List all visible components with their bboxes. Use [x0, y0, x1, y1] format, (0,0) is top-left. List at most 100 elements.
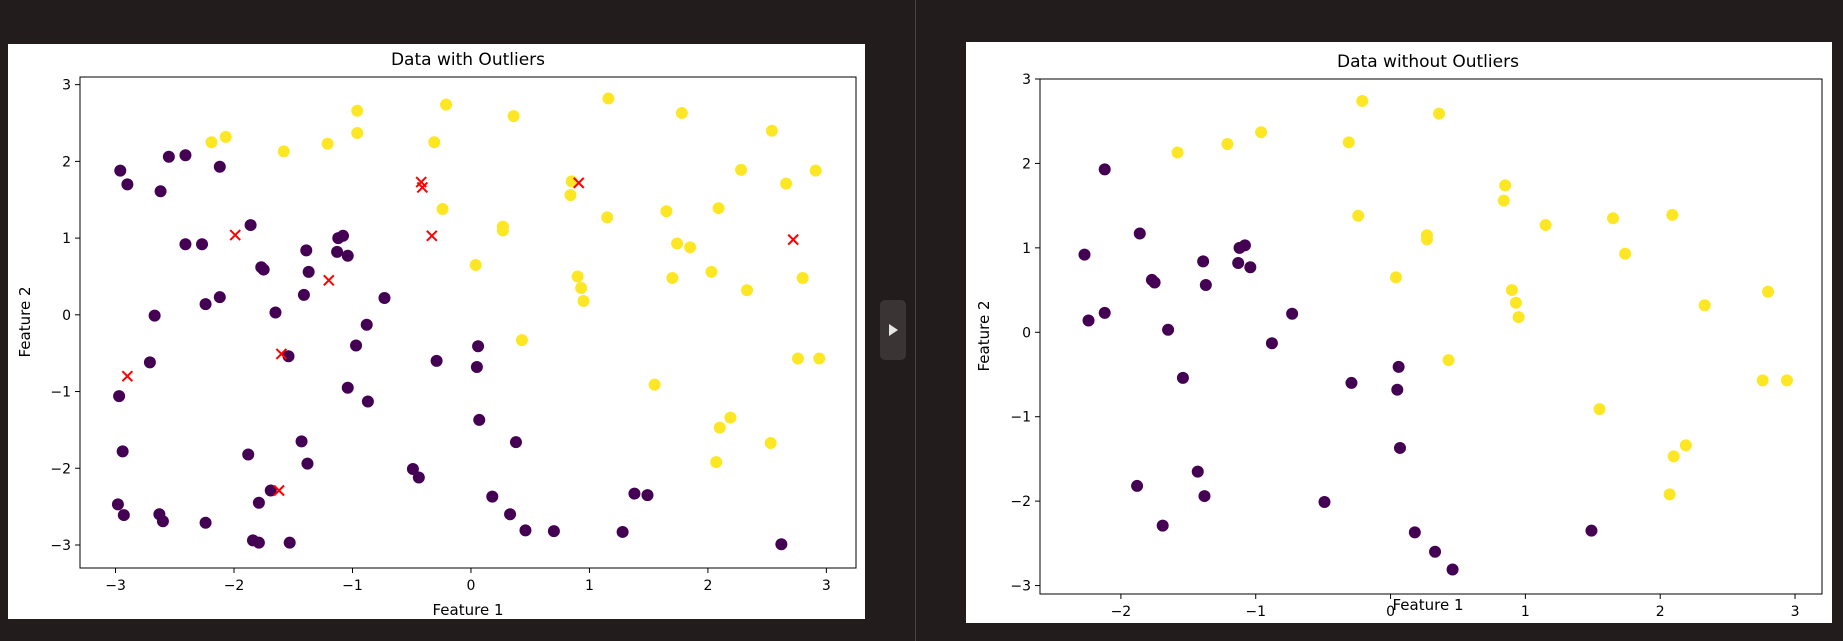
data-point-class-0 [302, 265, 315, 278]
data-point-class-0 [121, 178, 134, 191]
y-tick-label: 1 [62, 231, 71, 247]
data-point-class-1 [351, 127, 364, 140]
x-tick-label: 0 [467, 578, 476, 594]
data-point-class-0 [775, 538, 788, 551]
data-point-class-1 [1663, 488, 1676, 501]
data-point-class-0 [628, 487, 641, 500]
data-point-class-1 [1499, 179, 1512, 192]
data-point-class-1 [564, 189, 577, 202]
data-point-class-1 [1433, 107, 1446, 120]
data-point-class-0 [196, 238, 209, 251]
data-point-class-1 [1342, 136, 1355, 149]
data-point-class-1 [1420, 233, 1433, 246]
data-point-class-0 [1408, 526, 1421, 539]
data-point-class-1 [1442, 354, 1455, 367]
data-point-class-1 [428, 136, 441, 149]
data-point-class-1 [724, 411, 737, 424]
chart-without-outliers-svg: Data without Outliers Feature 1 Feature … [975, 52, 1823, 620]
data-point-class-0 [143, 356, 156, 369]
data-point-class-0 [113, 390, 126, 403]
data-point-class-0 [470, 360, 483, 373]
data-point-class-1 [705, 265, 718, 278]
y-tick-label: 3 [62, 78, 71, 94]
data-point-class-0 [154, 185, 167, 198]
left-output-pane: Data with Outliers Feature 1 Feature 2 −… [0, 0, 915, 641]
y-tick-label: −1 [1010, 410, 1031, 426]
y-tick-label: −2 [50, 461, 71, 477]
x-tick-label: 1 [585, 578, 594, 594]
data-point-class-0 [378, 291, 391, 304]
data-point-class-0 [1391, 383, 1404, 396]
data-point-class-0 [616, 525, 629, 538]
data-point-class-0 [519, 524, 532, 537]
data-point-class-0 [301, 457, 314, 470]
data-point-class-0 [1446, 563, 1459, 576]
outlier-marker [275, 348, 288, 360]
data-point-class-1 [780, 177, 793, 190]
data-point-class-1 [1666, 208, 1679, 221]
data-point-class-1 [440, 98, 453, 111]
data-point-class-1 [575, 281, 588, 294]
data-point-class-0 [199, 516, 212, 529]
data-point-class-0 [1286, 307, 1299, 320]
data-point-class-0 [1131, 479, 1144, 492]
data-point-class-1 [1221, 138, 1234, 151]
data-point-class-0 [504, 508, 517, 521]
data-point-class-1 [1780, 374, 1793, 387]
data-point-class-0 [1098, 163, 1111, 176]
data-point-class-1 [765, 124, 778, 137]
y-tick-label: −2 [1010, 494, 1031, 510]
collapse-handle[interactable] [880, 300, 906, 360]
data-point-class-0 [486, 490, 499, 503]
data-point-class-1 [1509, 296, 1522, 309]
data-point-class-1 [577, 295, 590, 308]
data-point-class-0 [1133, 227, 1146, 240]
data-point-class-0 [547, 525, 560, 538]
x-tick-label: 2 [1656, 604, 1665, 620]
data-point-class-1 [469, 258, 482, 271]
data-point-class-0 [111, 498, 124, 511]
y-tick-label: −3 [1010, 579, 1031, 595]
plot-area [1039, 78, 1823, 595]
data-point-class-0 [1176, 371, 1189, 384]
data-point-class-1 [601, 211, 614, 224]
data-point-class-0 [1244, 261, 1257, 274]
data-point-class-1 [1762, 285, 1775, 298]
data-point-class-0 [430, 354, 443, 367]
data-point-class-0 [269, 306, 282, 319]
pane-divider[interactable] [915, 0, 916, 641]
data-point-class-1 [671, 237, 684, 250]
data-point-class-0 [341, 249, 354, 262]
y-tick-label: −1 [50, 385, 71, 401]
data-point-class-0 [341, 381, 354, 394]
data-point-class-1 [1667, 450, 1680, 463]
chart-title: Data with Outliers [391, 50, 545, 70]
data-point-class-1 [507, 110, 520, 123]
chart-without-outliers: Data without Outliers Feature 1 Feature … [966, 42, 1832, 623]
data-point-class-1 [675, 107, 688, 120]
data-point-class-1 [219, 130, 232, 143]
data-point-class-0 [1078, 248, 1091, 261]
data-point-class-0 [337, 229, 350, 242]
data-point-class-1 [1619, 247, 1632, 260]
data-point-class-0 [1197, 255, 1210, 268]
data-point-class-1 [666, 272, 679, 285]
data-point-class-0 [641, 489, 654, 502]
data-point-class-1 [1607, 212, 1620, 225]
x-tick-label: −1 [1245, 604, 1266, 620]
data-point-class-0 [297, 288, 310, 301]
data-point-class-0 [473, 413, 486, 426]
x-tick-label: 3 [822, 578, 831, 594]
data-point-class-0 [179, 238, 192, 251]
data-point-class-1 [712, 202, 725, 215]
x-tick-label: 0 [1386, 604, 1395, 620]
data-point-class-0 [114, 164, 127, 177]
data-point-class-1 [277, 145, 290, 158]
x-tick-label: 1 [1521, 604, 1530, 620]
data-point-class-1 [571, 270, 584, 283]
data-point-class-1 [791, 352, 804, 365]
data-point-class-1 [1389, 271, 1402, 284]
data-point-class-1 [496, 224, 509, 237]
data-point-class-0 [213, 291, 226, 304]
outlier-marker [416, 181, 429, 194]
